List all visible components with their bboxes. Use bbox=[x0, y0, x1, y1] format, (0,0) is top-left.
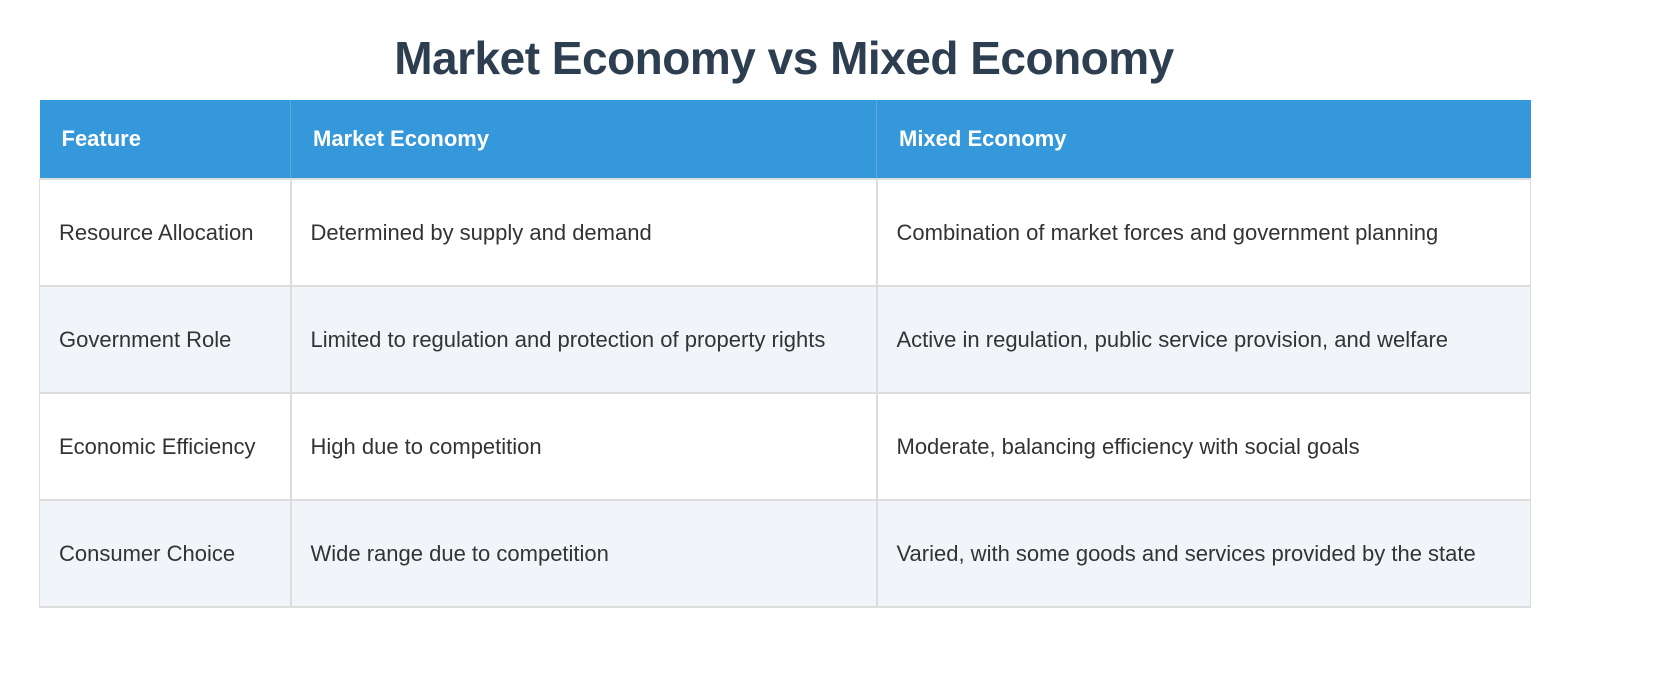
feature-cell: Resource Allocation bbox=[39, 179, 292, 287]
table-row: Consumer Choice Wide range due to compet… bbox=[39, 500, 1531, 608]
mixed-economy-cell: Varied, with some goods and services pro… bbox=[875, 500, 1531, 608]
table-row: Government Role Limited to regulation an… bbox=[39, 286, 1531, 394]
feature-cell: Consumer Choice bbox=[39, 500, 292, 608]
market-economy-cell: High due to competition bbox=[289, 393, 878, 501]
table-row: Resource Allocation Determined by supply… bbox=[39, 179, 1531, 287]
table-header: Feature Market Economy Mixed Economy bbox=[39, 100, 1531, 180]
header-feature: Feature bbox=[39, 100, 291, 180]
feature-cell: Government Role bbox=[39, 286, 292, 394]
table-row: Economic Efficiency High due to competit… bbox=[39, 393, 1531, 501]
market-economy-cell: Wide range due to competition bbox=[289, 500, 878, 608]
header-mixed-economy: Mixed Economy bbox=[876, 100, 1531, 180]
page-title: Market Economy vs Mixed Economy bbox=[394, 32, 1174, 84]
feature-cell: Economic Efficiency bbox=[39, 393, 292, 501]
mixed-economy-cell: Combination of market forces and governm… bbox=[875, 179, 1531, 287]
mixed-economy-cell: Active in regulation, public service pro… bbox=[875, 286, 1531, 394]
mixed-economy-cell: Moderate, balancing efficiency with soci… bbox=[875, 393, 1531, 501]
market-economy-cell: Limited to regulation and protection of … bbox=[289, 286, 878, 394]
comparison-table: Feature Market Economy Mixed Economy Res… bbox=[39, 100, 1531, 608]
header-market-economy: Market Economy bbox=[290, 100, 877, 180]
table-body: Resource Allocation Determined by supply… bbox=[39, 179, 1531, 608]
header-row: Feature Market Economy Mixed Economy bbox=[39, 100, 1531, 180]
market-economy-cell: Determined by supply and demand bbox=[289, 179, 878, 287]
